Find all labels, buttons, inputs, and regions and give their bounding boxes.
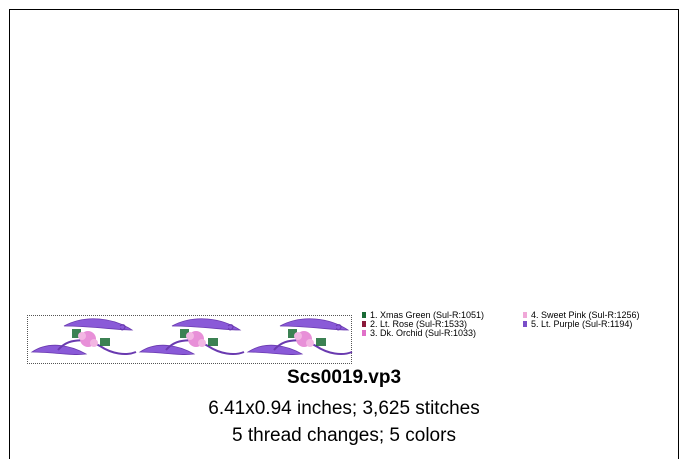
legend-label-3: 3. Dk. Orchid (Sul-R:1033) [370, 328, 477, 338]
green-stitch-left [72, 329, 81, 338]
curl-ornament [335, 324, 342, 331]
thread-swatch-2 [362, 321, 366, 327]
green-stitch-right [208, 338, 218, 346]
curl-ornament [119, 324, 126, 331]
flower-petal-b [198, 339, 206, 347]
legend-item-5: 5. Lt. Purple (Sul-R:1194) [523, 319, 632, 329]
thread-swatch-3 [362, 330, 366, 336]
thread-swatch-5 [523, 321, 527, 327]
flower-petal-b [90, 339, 98, 347]
thread-swatch-4 [523, 312, 527, 318]
green-stitch-right [100, 338, 110, 346]
legend-label-4: 4. Sweet Pink (Sul-R:1256) [531, 310, 640, 320]
green-stitch-left [288, 329, 297, 338]
curl-ornament [227, 324, 234, 331]
legend-label-5: 5. Lt. Purple (Sul-R:1194) [531, 319, 633, 329]
leaf-upper [279, 318, 350, 331]
legend-label-1: 1. Xmas Green (Sul-R:1051) [370, 310, 485, 320]
flower-petal-a [78, 332, 86, 340]
flower-petal-b [306, 339, 314, 347]
legend-label-2: 2. Lt. Rose (Sul-R:1533) [370, 319, 468, 329]
flower-petal-a [294, 332, 302, 340]
green-stitch-right [316, 338, 326, 346]
thread-swatch-1 [362, 312, 366, 318]
embroidery-pattern [30, 318, 353, 355]
design-filename: Scs0019.vp3 [286, 367, 402, 388]
motif-2 [138, 318, 245, 355]
green-stitch-left [180, 329, 189, 338]
leaf-upper [171, 318, 242, 331]
design-thread-info: 5 thread changes; 5 colors [232, 425, 456, 446]
legend-item-4: 4. Sweet Pink (Sul-R:1256) [523, 310, 640, 320]
legend-item-3: 3. Dk. Orchid (Sul-R:1033) [362, 328, 476, 338]
legend-item-1: 1. Xmas Green (Sul-R:1051) [362, 310, 484, 320]
motif-3 [246, 318, 353, 355]
legend-item-2: 2. Lt. Rose (Sul-R:1533) [362, 319, 467, 329]
leaf-upper [63, 318, 134, 331]
page-frame [9, 9, 679, 459]
embroidery-design-preview [27, 315, 353, 364]
motif-1 [30, 318, 137, 355]
flower-petal-a [186, 332, 194, 340]
design-dimensions-stitches: 6.41x0.94 inches; 3,625 stitches [208, 398, 480, 419]
